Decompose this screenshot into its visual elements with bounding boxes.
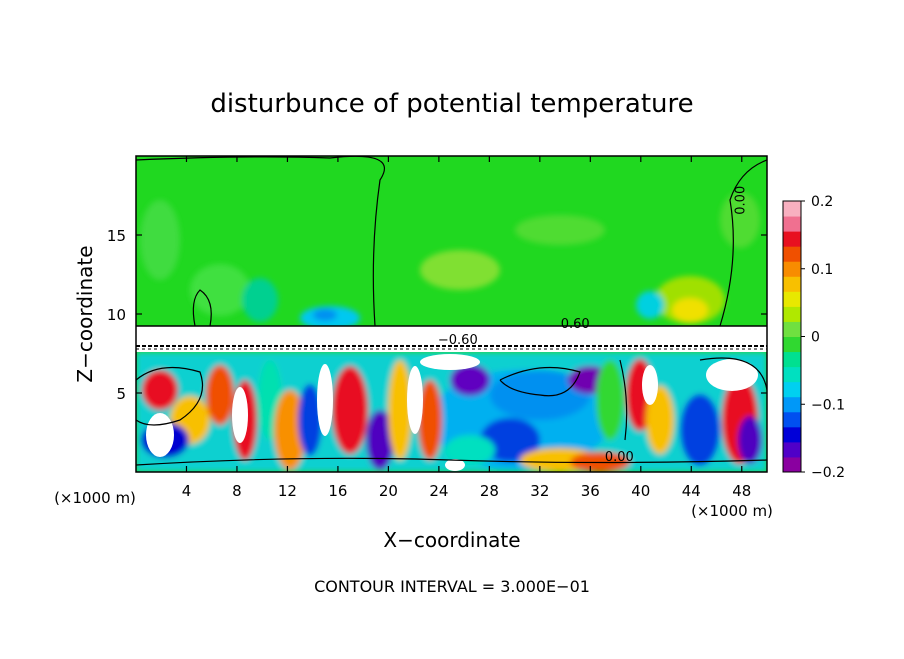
colorbar-swatch	[783, 201, 801, 217]
colorbar-swatch	[783, 321, 801, 337]
colorbar-swatch	[783, 276, 801, 292]
contour-lines	[136, 156, 767, 466]
colorbar-tick-label: −0.2	[811, 465, 845, 481]
colorbar-swatch	[783, 381, 801, 398]
y-axis: 5 10 15	[107, 227, 767, 403]
x-tick-label: 24	[429, 482, 448, 500]
contour-label: 0.00	[605, 450, 634, 465]
colorbar: 0.2 0.1 0 −0.1 −0.2	[782, 194, 845, 481]
colorbar-swatch	[783, 411, 801, 428]
colorbar-swatch	[783, 216, 801, 232]
heatmap-field-lower	[136, 352, 767, 472]
x-tick-label: 8	[232, 482, 242, 500]
x-tick-label: 40	[631, 482, 650, 500]
x-tick-label: 20	[379, 482, 398, 500]
terrain-band	[136, 325, 767, 352]
plot-area: 0.00 0.60 −0.60 0.00	[136, 156, 767, 472]
y-tick-label: 10	[107, 306, 126, 324]
colorbar-swatch	[783, 336, 801, 353]
colorbar-swatch	[783, 441, 801, 458]
x-tick-label: 4	[182, 482, 192, 500]
colorbar-swatch	[783, 456, 801, 473]
x-tick-label: 16	[328, 482, 347, 500]
contour-label-group: 0.00 0.60 −0.60 0.00	[438, 186, 748, 465]
y-tick-label: 5	[116, 385, 126, 403]
colorbar-tick-label: −0.1	[811, 397, 845, 413]
x-tick-label: 12	[278, 482, 297, 500]
colorbar-swatch	[783, 231, 801, 247]
x-tick-label: 48	[732, 482, 751, 500]
contour-label: 0.60	[561, 317, 590, 332]
contour-interval-footer: CONTOUR INTERVAL = 3.000E−01	[314, 577, 590, 596]
x-unit-right: (×1000 m)	[691, 502, 773, 520]
colorbar-swatch	[783, 351, 801, 368]
x-unit-left: (×1000 m)	[54, 489, 136, 507]
chart-title: disturbunce of potential temperature	[210, 89, 693, 119]
x-tick-label: 44	[682, 482, 701, 500]
colorbar-tick-label: 0.2	[811, 194, 833, 210]
colorbar-swatch	[783, 261, 801, 277]
colorbar-swatch	[783, 426, 801, 443]
colorbar-tick-label: 0	[811, 330, 820, 346]
colorbar-swatch	[783, 366, 801, 383]
colorbar-tick-label: 0.1	[811, 262, 833, 278]
x-axis-label: X−coordinate	[383, 528, 520, 552]
x-axis: 4 8 12 16 20 24 28 32 36 40 44 48	[182, 156, 751, 500]
x-tick-label: 32	[530, 482, 549, 500]
colorbar-swatch	[783, 306, 801, 322]
x-tick-label: 28	[480, 482, 499, 500]
colorbar-swatch	[783, 246, 801, 262]
contour-label: 0.00	[733, 186, 748, 215]
colorbar-swatch	[783, 396, 801, 413]
colorbar-swatch	[783, 291, 801, 307]
y-tick-label: 15	[107, 227, 126, 245]
contour-label: −0.60	[438, 333, 478, 348]
heatmap-field-upper	[140, 192, 760, 330]
x-tick-label: 36	[581, 482, 600, 500]
y-axis-label: Z−coordinate	[73, 245, 97, 382]
